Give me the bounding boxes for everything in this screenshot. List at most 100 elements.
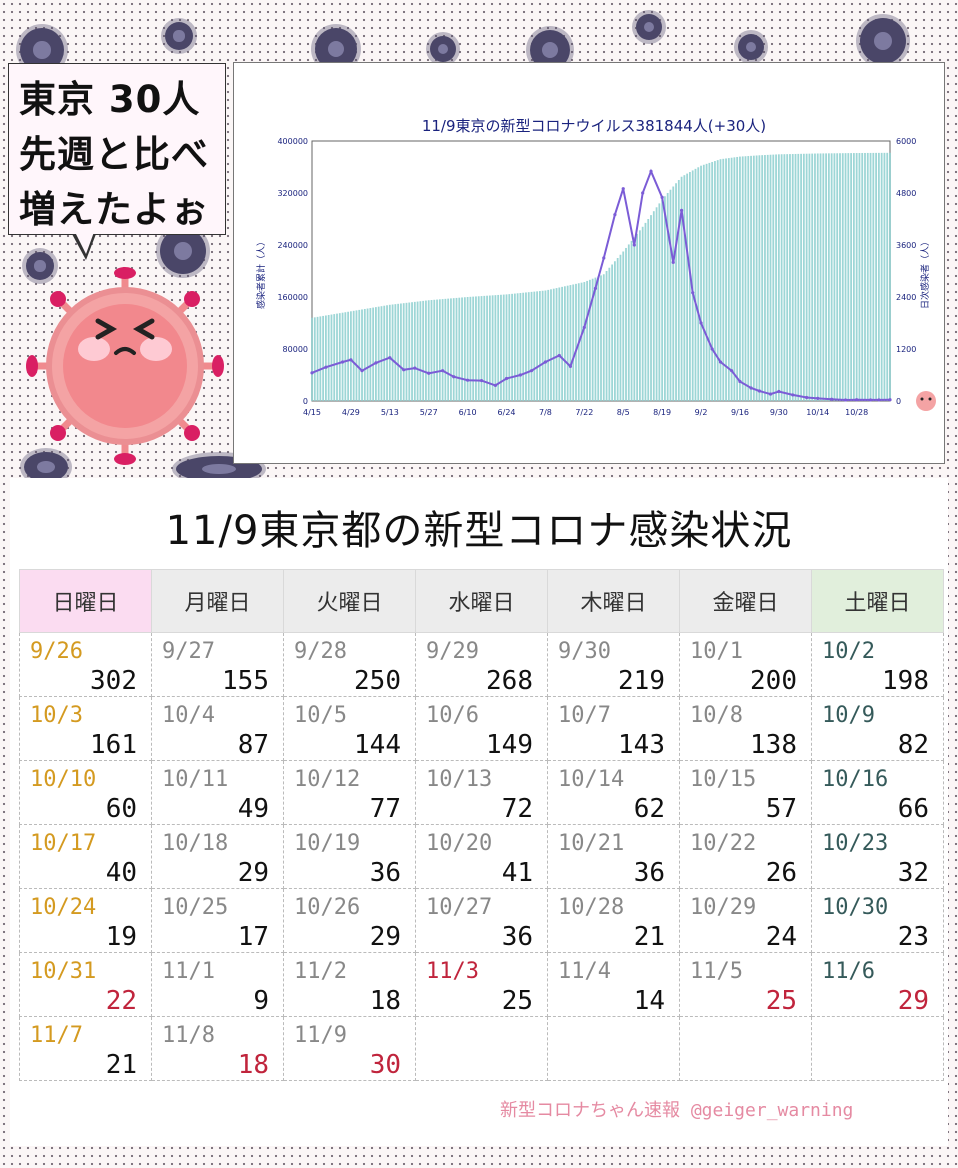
cumulative-bar (547, 289, 550, 401)
cumulative-bar (463, 297, 466, 401)
day-count: 87 (237, 730, 269, 760)
calendar-week-row: 10/24 19 10/25 17 10/26 29 10/27 36 10/28 21 10/29… (19, 888, 944, 953)
cumulative-bar (883, 152, 886, 401)
y-left-tick-label: 400000 (277, 137, 308, 146)
calendar-day-cell: 10/8 138 (679, 696, 812, 761)
day-count: 200 (750, 666, 797, 696)
cumulative-bar (313, 317, 316, 401)
cumulative-bar (861, 152, 864, 401)
day-count: 25 (765, 986, 797, 1016)
speech-line-2: 先週と比べ (19, 133, 209, 176)
calendar-day-cell: 11/2 18 (283, 952, 416, 1017)
calendar-day-cell: 10/11 49 (151, 760, 284, 825)
calendar-day-cell: 10/5 144 (283, 696, 416, 761)
daily-cases-point (649, 169, 653, 173)
day-count: 250 (354, 666, 401, 696)
cumulative-bar (877, 152, 880, 401)
cumulative-bar (416, 301, 419, 401)
calendar-day-cell: 9/29 268 (415, 632, 548, 697)
cumulative-bar (580, 282, 583, 401)
cumulative-bar (655, 207, 658, 401)
cumulative-bar (855, 153, 858, 401)
day-count: 25 (501, 986, 533, 1016)
cumulative-bar (822, 153, 825, 401)
cumulative-bar (647, 219, 650, 401)
calendar-week-row: 10/17 40 10/18 29 10/19 36 10/20 41 10/21 36 10/22… (19, 824, 944, 889)
cumulative-bar (808, 153, 811, 401)
daily-cases-point (543, 360, 548, 364)
day-date: 9/29 (426, 639, 479, 664)
cumulative-bar (405, 302, 408, 401)
cumulative-bar (436, 299, 438, 401)
cumulative-bar (380, 306, 383, 401)
daily-cases-point (504, 376, 509, 381)
cumulative-bar (825, 153, 827, 401)
calendar-day-cell: 10/9 82 (811, 696, 944, 761)
cumulative-bar (725, 158, 727, 401)
x-tick-label: 10/28 (845, 408, 868, 417)
cumulative-bar (652, 211, 655, 401)
cumulative-bar (444, 298, 447, 401)
day-date: 10/27 (426, 895, 493, 920)
cumulative-bar (488, 295, 491, 401)
cumulative-bar (427, 300, 430, 401)
mini-virus-icon (916, 391, 936, 411)
x-tick-label: 7/8 (539, 408, 552, 417)
cumulative-bar (452, 298, 455, 401)
cumulative-bar (477, 296, 480, 401)
cumulative-bar (675, 183, 677, 401)
cumulative-bar (833, 153, 836, 401)
cumulative-bar (377, 306, 380, 401)
day-count: 23 (897, 922, 929, 952)
calendar-day-cell: 10/4 87 (151, 696, 284, 761)
cumulative-bar (352, 310, 355, 401)
calendar-day-cell: 10/22 26 (679, 824, 812, 889)
daily-cases-point (843, 398, 848, 402)
day-date: 10/26 (294, 895, 361, 920)
cumulative-bar (661, 199, 664, 401)
cumulative-bar (466, 297, 469, 401)
day-count: 198 (882, 666, 929, 696)
calendar-day-cell: 10/16 66 (811, 760, 944, 825)
daily-cases-point (805, 395, 809, 400)
cumulative-bar (866, 152, 869, 401)
x-tick-label: 4/15 (303, 408, 321, 417)
day-date: 10/20 (426, 831, 493, 856)
chart-title: 11/9東京の新型コロナウイルス381844人(+30人) (422, 117, 766, 135)
day-count: 60 (105, 794, 137, 824)
x-tick-label: 5/13 (381, 408, 399, 417)
calendar-day-cell: 11/6 29 (811, 952, 944, 1017)
day-date: 10/9 (822, 703, 875, 728)
day-date: 10/6 (426, 703, 479, 728)
cumulative-bar (783, 154, 786, 401)
cumulative-bar (791, 154, 794, 401)
cumulative-bar (552, 288, 555, 401)
day-date: 10/3 (30, 703, 83, 728)
calendar-day-cell: 9/27 155 (151, 632, 284, 697)
daily-cases-point (660, 195, 664, 199)
y-right-tick-label: 1200 (896, 345, 916, 354)
calendar-day-cell: 11/3 25 (415, 952, 548, 1017)
cumulative-bar (819, 153, 822, 401)
day-date: 10/8 (690, 703, 743, 728)
daily-cases-point (699, 321, 703, 325)
calendar-day-cell: 9/26 302 (19, 632, 152, 697)
day-count: 219 (618, 666, 665, 696)
day-date: 11/1 (162, 959, 215, 984)
chart-panel: 11/9東京の新型コロナウイルス381844人(+30人) 0 80000 1600… (233, 62, 945, 464)
cumulative-bar (502, 294, 505, 401)
daily-cases-point (710, 347, 714, 351)
cumulative-bar (355, 310, 358, 401)
cumulative-bar (666, 193, 669, 401)
cumulative-bar (772, 154, 775, 401)
day-count: 17 (237, 922, 269, 952)
calendar-panel: 11/9東京都の新型コロナ感染状況 日曜日 月曜日 火曜日 水曜日 木曜日 金曜… (10, 478, 948, 1146)
cumulative-bar (602, 274, 605, 401)
cumulative-bar (413, 301, 416, 401)
daily-cases-point (340, 360, 345, 364)
cumulative-bar (519, 293, 522, 401)
cumulative-bar (336, 313, 338, 401)
cumulative-bar (472, 296, 475, 401)
calendar-day-cell: 10/26 29 (283, 888, 416, 953)
cumulative-bar (536, 291, 538, 401)
